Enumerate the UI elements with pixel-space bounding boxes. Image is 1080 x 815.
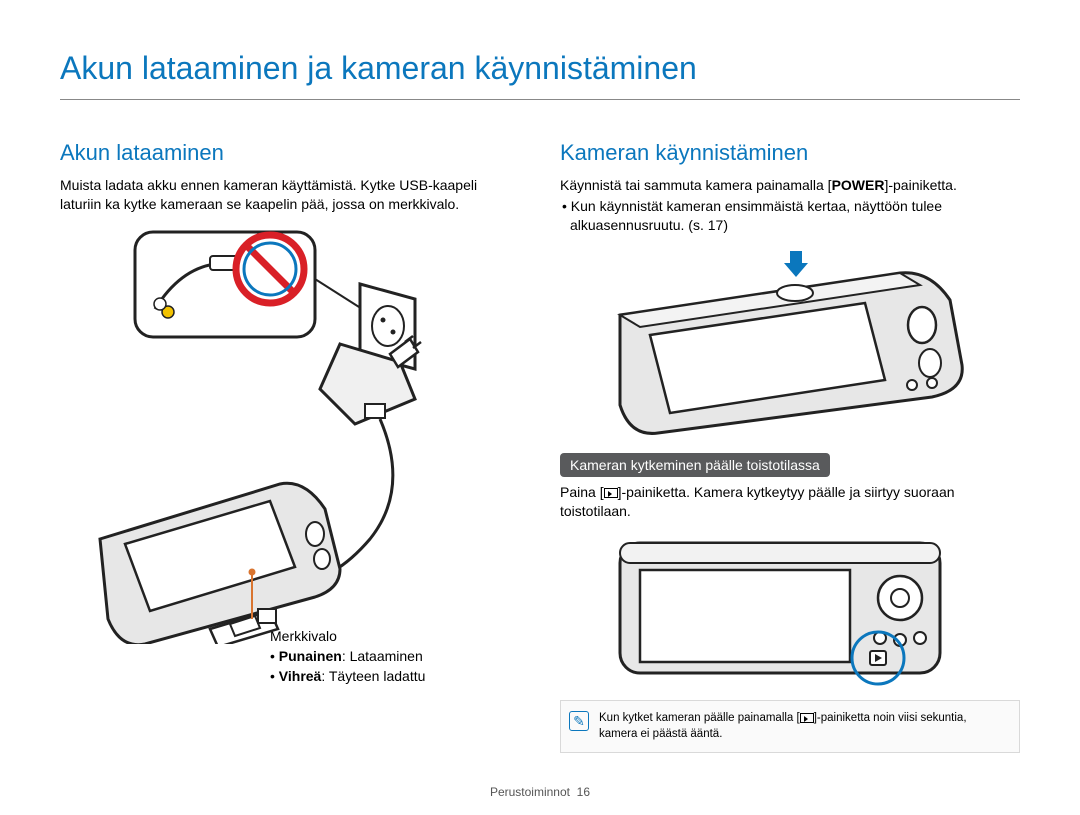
legend-green: • Vihreä: Täyteen ladattu	[270, 666, 520, 686]
power-section: Kameran käynnistäminen Käynnistä tai sam…	[560, 140, 1020, 753]
power-line1: Käynnistä tai sammuta kamera painamalla …	[560, 176, 1020, 195]
legend-red: • Punainen: Lataaminen	[270, 646, 520, 666]
charging-diagram	[60, 224, 520, 644]
page-footer: Perustoiminnot 16	[0, 785, 1080, 799]
play-icon	[800, 713, 814, 723]
charging-heading: Akun lataaminen	[60, 140, 520, 166]
note-text: Kun kytket kameran päälle painamalla []-…	[599, 712, 967, 740]
playback-pill: Kameran kytkeminen päälle toistotilassa	[560, 453, 830, 477]
charging-intro: Muista ladata akku ennen kameran käyttäm…	[60, 176, 520, 214]
power-heading: Kameran käynnistäminen	[560, 140, 1020, 166]
page-title: Akun lataaminen ja kameran käynnistämine…	[60, 50, 1020, 100]
note-icon: ✎	[569, 711, 589, 731]
play-icon	[604, 488, 618, 498]
charging-section: Akun lataaminen Muista ladata akku ennen…	[60, 140, 520, 753]
playback-text: Paina []-painiketta. Kamera kytkeytyy pä…	[560, 483, 1020, 521]
camera-back-diagram	[560, 245, 1020, 435]
power-bullet1: Kun käynnistät kameran ensimmäistä kerta…	[560, 197, 1020, 235]
note-box: ✎ Kun kytket kameran päälle painamalla […	[560, 700, 1020, 753]
camera-playback-diagram	[560, 528, 1020, 688]
